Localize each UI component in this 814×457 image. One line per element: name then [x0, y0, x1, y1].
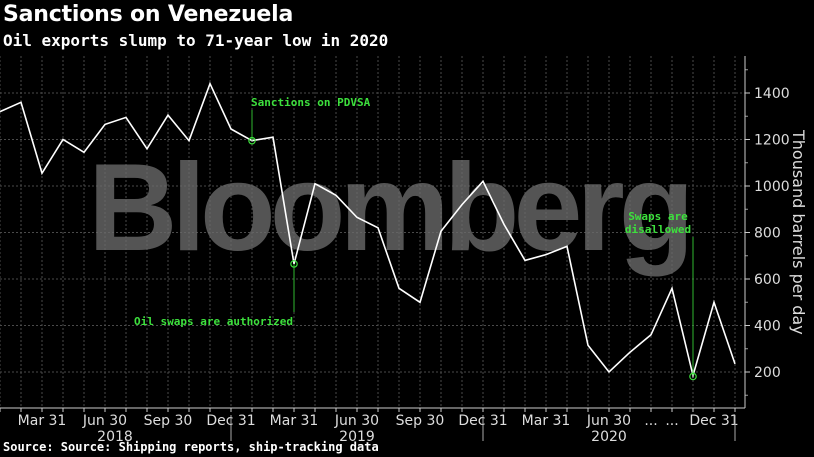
x-tick-label: Sep 30 [144, 413, 193, 429]
x-year-label: 2020 [591, 429, 627, 445]
grid-lines [0, 56, 745, 408]
y-tick-label: 800 [754, 226, 781, 242]
annotation-swaps-authorized: Oil swaps are authorized [134, 315, 293, 328]
source-note: Source: Source: Shipping reports, ship-t… [3, 440, 379, 454]
y-tick-label: 400 [754, 319, 781, 335]
x-tick-label: Jun 30 [334, 413, 379, 429]
x-tick-label: ... [644, 413, 657, 429]
x-year-label: 2019 [339, 429, 375, 445]
annotation-swaps-disallowed-line2: disallowed [625, 223, 691, 236]
x-tick-label: Mar 31 [270, 413, 319, 429]
axes: 200 400 600 800 1000 1200 1400 Mar 31 Jun 30 Sep … [0, 56, 790, 445]
annotation-sanctions-pdvsa: Sanctions on PDVSA [251, 96, 371, 109]
chart-title: Sanctions on Venezuela [3, 2, 294, 27]
x-tick-label: Dec 31 [689, 413, 738, 429]
annotation-swaps-disallowed: Swaps are [628, 210, 688, 223]
x-tick-label: Sep 30 [396, 413, 445, 429]
y-tick-label: 1400 [754, 86, 790, 102]
data-line [0, 81, 736, 379]
annotations: Sanctions on PDVSA Oil swaps are authoriz… [134, 96, 697, 381]
x-tick-label: Jun 30 [82, 413, 127, 429]
y-tick-label: 200 [754, 365, 781, 381]
y-tick-label: 1000 [754, 179, 790, 195]
x-year-label: 2018 [97, 429, 133, 445]
x-tick-label: Mar 31 [18, 413, 67, 429]
bloomberg-watermark: Bloomberg [88, 139, 688, 277]
x-tick-label: Mar 31 [522, 413, 571, 429]
y-tick-label: 1200 [754, 133, 790, 149]
y-axis-label: Thousand barrels per day [789, 129, 808, 335]
y-tick-label: 600 [754, 272, 781, 288]
chart-subtitle: Oil exports slump to 71-year low in 2020 [3, 31, 389, 50]
x-tick-label: Jun 30 [586, 413, 631, 429]
x-tick-label: ... [665, 413, 678, 429]
